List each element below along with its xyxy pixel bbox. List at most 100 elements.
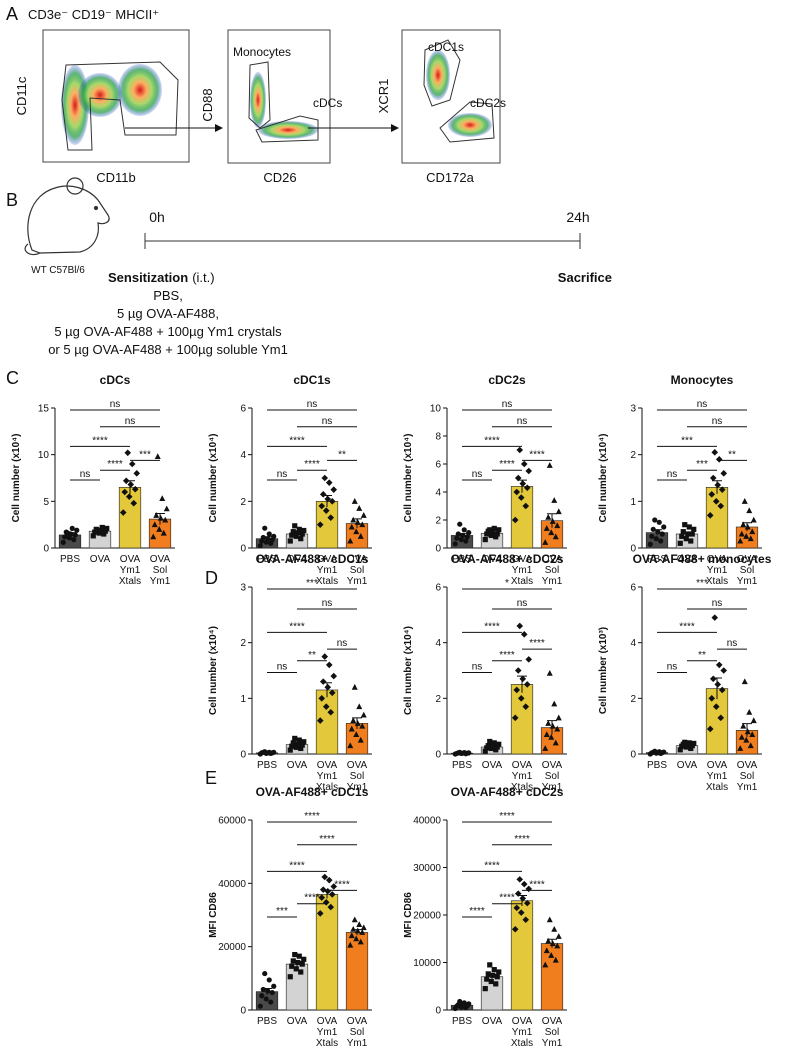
x-tick-label: OVA Ym1 Xtals: [706, 554, 728, 587]
data-point: [271, 533, 277, 539]
y-tick-label: 0: [435, 750, 441, 761]
gate-title: CD3e⁻ CD19⁻ MHCII⁺: [28, 7, 159, 22]
x-tick-label: OVA Ym1 Xtals: [511, 554, 533, 587]
significance-label: ns: [277, 662, 288, 673]
data-point: [485, 743, 491, 749]
y-tick-label: 8: [435, 432, 441, 443]
data-point: [744, 523, 751, 530]
significance-label: ns: [472, 469, 483, 480]
data-point: [741, 678, 748, 685]
significance-label: ns: [337, 638, 348, 649]
data-point: [359, 929, 366, 935]
data-point: [350, 516, 357, 523]
data-point: [318, 502, 326, 510]
condition: 5 µg OVA-AF488 + 100µg Ym1 crystals: [54, 324, 282, 339]
data-point: [357, 938, 364, 945]
data-point: [542, 745, 549, 751]
x-tick-label-line: OVA: [120, 554, 141, 565]
data-point: [487, 962, 493, 968]
data-point: [482, 537, 488, 543]
data-point: [324, 887, 332, 895]
data-point: [316, 521, 324, 528]
data-point: [124, 449, 132, 457]
bar-chart: OVA-AF488+ cDC2s MFI CD86 0 10000 20000 30000…: [403, 785, 567, 1049]
data-point: [350, 717, 357, 724]
data-point: [514, 667, 522, 674]
data-point: [265, 536, 271, 542]
x-tick-label-line: Xtals: [119, 576, 141, 587]
significance-label: ***: [681, 435, 693, 446]
x-tick-label: OVA Sol Ym1: [150, 554, 171, 587]
data-point: [466, 750, 472, 756]
y-axis-label: XCR1: [376, 79, 391, 114]
data-point: [706, 725, 714, 733]
data-point: [322, 507, 330, 514]
data-point: [262, 970, 268, 977]
significance-label: ***: [139, 449, 151, 460]
data-point: [490, 972, 496, 978]
data-point: [359, 521, 366, 528]
data-point: [714, 481, 722, 489]
data-point: [328, 498, 336, 505]
data-point: [316, 717, 324, 724]
data-point: [72, 532, 78, 538]
data-point: [686, 740, 692, 746]
data-point: [330, 672, 338, 680]
data-point: [463, 538, 469, 544]
y-tick-label: 6: [630, 583, 636, 594]
data-point: [290, 740, 296, 746]
y-axis-label: CD88: [200, 88, 215, 121]
data-point: [496, 741, 502, 747]
significance-label: *: [505, 578, 509, 589]
x-tick-label: OVA Sol Ym1: [542, 554, 563, 587]
y-tick-label: 0: [435, 544, 441, 555]
data-point: [520, 631, 528, 638]
data-point: [296, 526, 302, 532]
y-tick-label: 30000: [413, 863, 441, 874]
panel-label: B: [6, 190, 18, 210]
data-point: [659, 531, 665, 537]
x-tick-label-line: Ym1: [737, 782, 758, 793]
data-point: [271, 749, 277, 755]
data-point: [296, 953, 302, 959]
x-tick-label-line: Ym1: [542, 782, 563, 793]
data-point: [750, 717, 757, 724]
data-point: [516, 446, 524, 454]
data-point: [511, 516, 519, 524]
step-name: Sensitization: [108, 270, 188, 285]
data-point: [351, 683, 358, 690]
data-point: [519, 480, 527, 487]
x-tick-label: PBS: [647, 554, 667, 565]
data-point: [353, 528, 360, 535]
data-point: [546, 916, 553, 923]
data-point: [743, 736, 750, 743]
data-point: [650, 526, 656, 532]
data-point: [491, 740, 497, 746]
data-point: [359, 722, 366, 729]
data-point: [293, 966, 299, 972]
data-point: [316, 910, 324, 917]
data-point: [321, 873, 329, 881]
y-axis-label: Cell number (x10⁴): [208, 626, 219, 715]
x-tick-label: OVA Ym1 Xtals: [511, 1016, 533, 1049]
x-axis-label: CD172a: [426, 170, 474, 185]
y-tick-label: 20000: [218, 942, 246, 953]
data-point: [318, 894, 326, 901]
step-route: (i.t.): [192, 270, 214, 285]
x-tick-label-line: Sol: [545, 565, 559, 576]
x-tick-label-line: Xtals: [316, 1038, 338, 1049]
data-point: [356, 505, 363, 511]
data-point: [318, 695, 326, 702]
data-point: [738, 530, 745, 537]
data-point: [74, 527, 80, 533]
x-tick-label-line: OVA: [512, 1016, 533, 1027]
significance-label: ****: [289, 621, 305, 632]
data-point: [708, 491, 716, 498]
data-point: [491, 525, 497, 531]
significance-label: ns: [517, 416, 528, 427]
y-axis-label: Cell number (x10⁴): [403, 626, 414, 715]
chart-title: OVA-AF488+ cDC1s: [256, 552, 369, 566]
data-point: [119, 509, 127, 516]
